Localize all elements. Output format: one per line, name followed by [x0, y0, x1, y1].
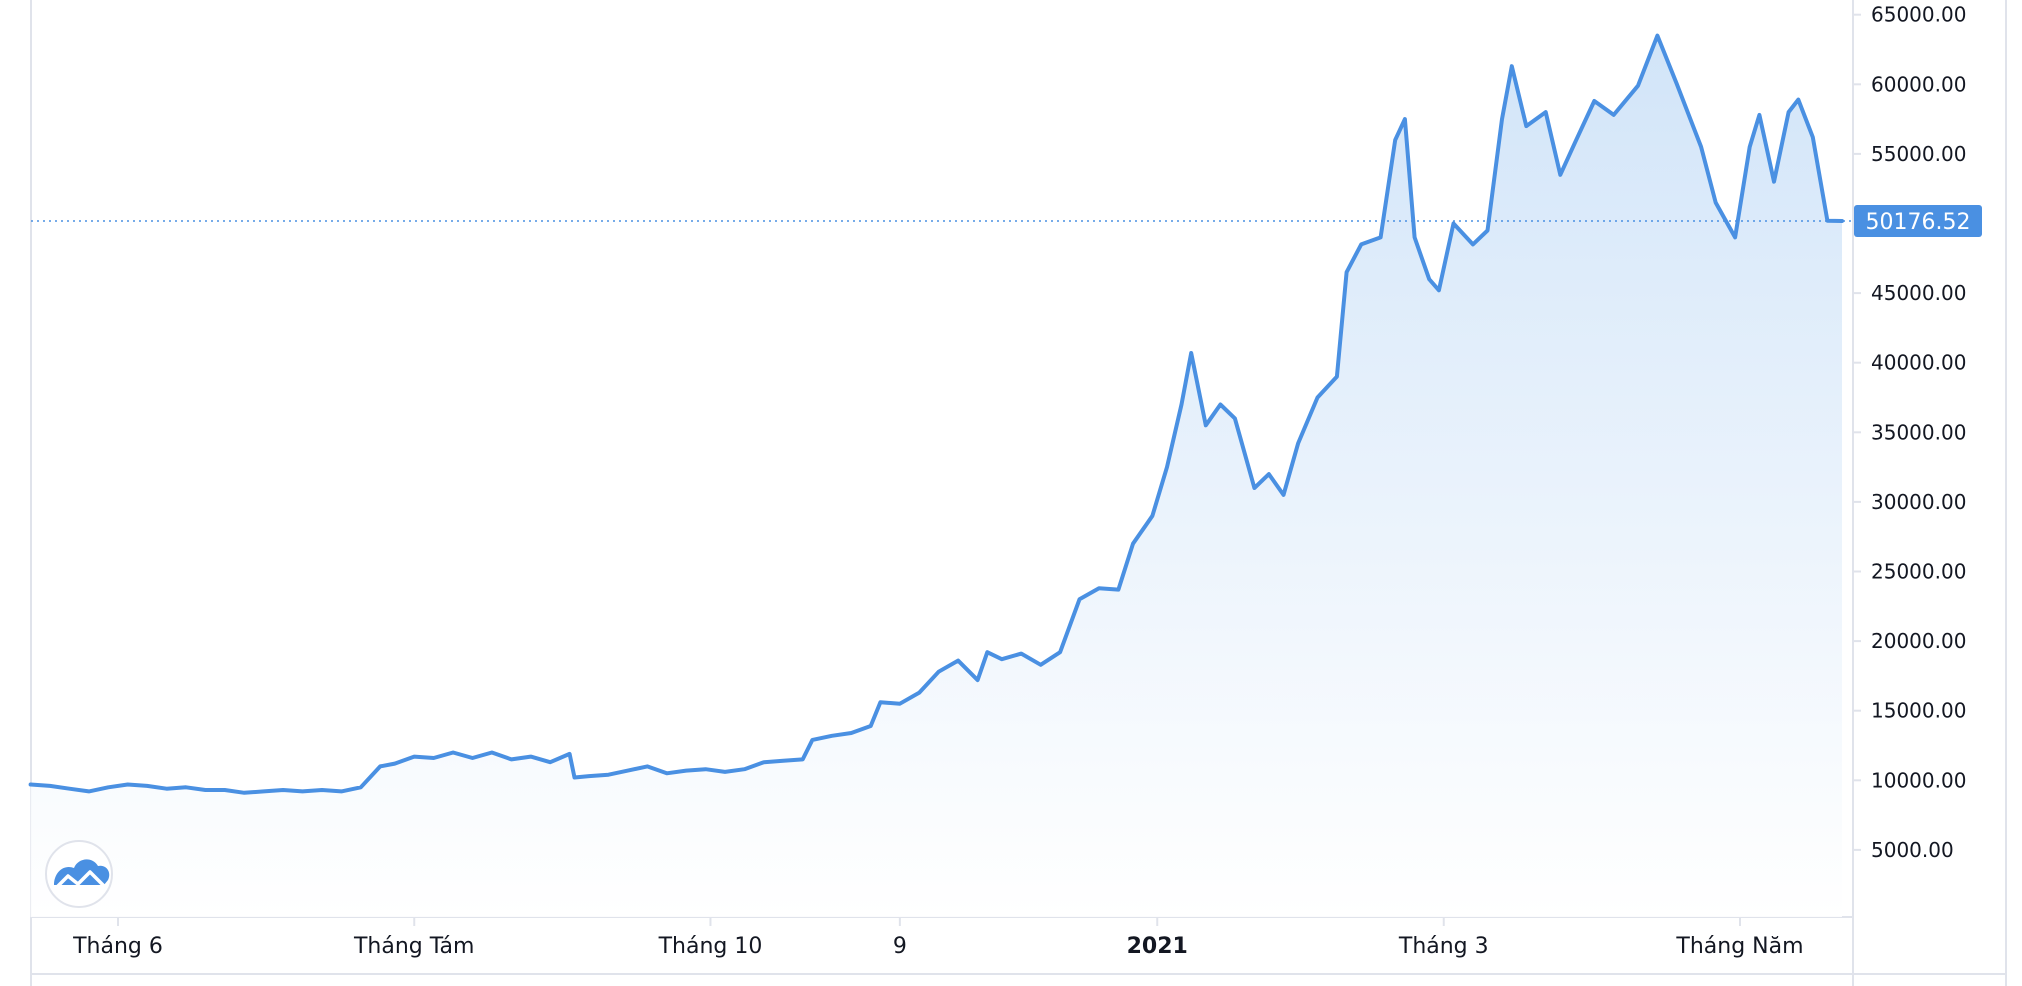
y-tick-label: 60000.00: [1871, 72, 1966, 96]
y-tick-label: 45000.00: [1871, 281, 1966, 305]
x-tick-label: 2021: [1127, 934, 1188, 959]
series-area: [30, 35, 1843, 918]
x-tick-label: Tháng Năm: [1675, 934, 1803, 959]
y-tick-label: 15000.00: [1871, 699, 1966, 723]
last-price-tag: [1854, 205, 1982, 238]
series-line: [28, 33, 1844, 795]
x-tick-label: Tháng 3: [1398, 934, 1489, 959]
y-tick-label: 30000.00: [1871, 490, 1966, 514]
y-tick-label: 20000.00: [1871, 629, 1966, 653]
y-tick-label: 65000.00: [1871, 3, 1966, 27]
y-tick-label: 25000.00: [1871, 560, 1966, 584]
y-tick-label: 40000.00: [1871, 351, 1966, 375]
y-tick-label: 35000.00: [1871, 420, 1966, 444]
tradingview-logo-icon[interactable]: [45, 840, 113, 908]
x-tick-label: Tháng Tám: [353, 934, 474, 959]
y-tick-label: 10000.00: [1871, 768, 1966, 792]
y-tick-label: 5000.00: [1871, 838, 1954, 862]
x-tick-label: Tháng 6: [72, 934, 163, 959]
last-price-label: 50176.52: [1866, 210, 1971, 235]
y-tick-label: 55000.00: [1871, 142, 1966, 166]
x-tick-label: 9: [893, 934, 907, 959]
x-tick-label: Tháng 10: [658, 934, 763, 959]
